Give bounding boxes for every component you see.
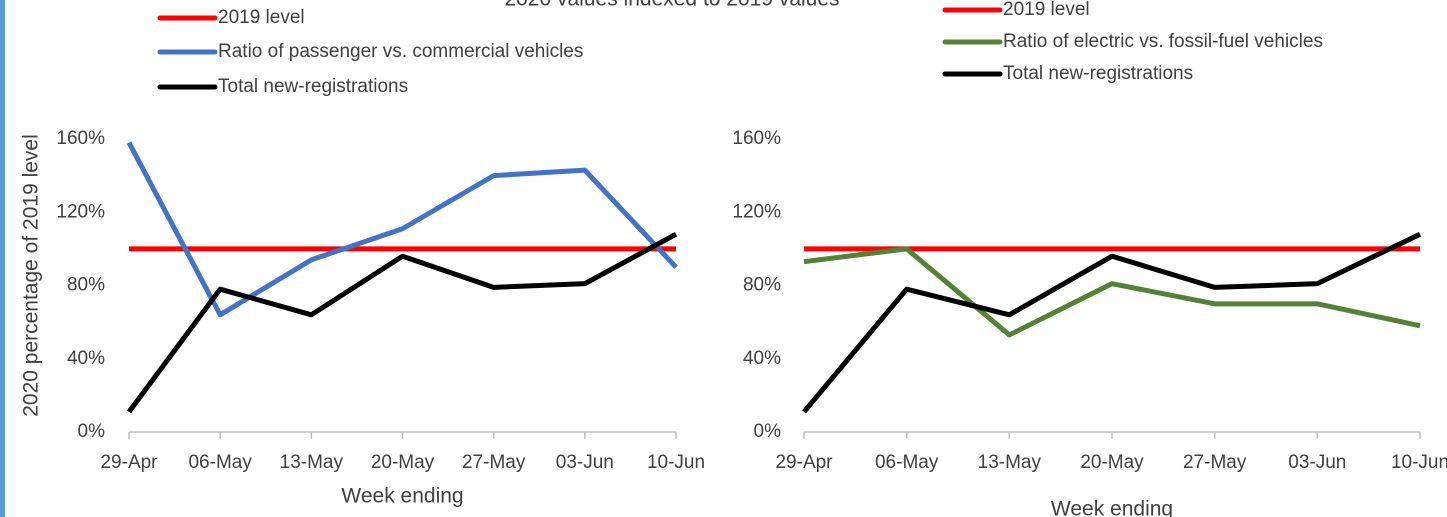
series-line: [802, 231, 1422, 414]
legend-label: 2019 level: [218, 7, 305, 28]
y-axis-label: 2020 percentage of 2019 level: [20, 134, 43, 417]
y-tick-label: 120%: [56, 201, 105, 222]
x-axis-label: Week ending: [1051, 498, 1173, 517]
y-tick-label: 40%: [67, 348, 105, 369]
y-tick-label: 160%: [56, 128, 105, 149]
series-line: [126, 232, 678, 414]
chart-title: 2020 values indexed to 2019 values: [504, 0, 839, 11]
x-tick-label: 27-May: [1183, 452, 1247, 473]
x-tick-label: 03-Jun: [556, 452, 614, 473]
legend-label: Total new-registrations: [218, 76, 408, 97]
y-tick-label: 120%: [732, 201, 781, 222]
y-tick-label: 80%: [67, 275, 105, 296]
legend-label: 2019 level: [1003, 0, 1090, 20]
x-tick-label: 20-May: [1080, 452, 1144, 473]
x-tick-label: 06-May: [875, 452, 939, 473]
x-tick-label: 10-Jun: [647, 452, 705, 473]
x-axis-label: Week ending: [341, 485, 463, 508]
legend-label: Ratio of electric vs. fossil-fuel vehicl…: [1003, 31, 1323, 52]
y-tick-label: 80%: [743, 275, 781, 296]
y-tick-label: 40%: [743, 348, 781, 369]
y-tick-label: 160%: [732, 128, 781, 149]
y-tick-label: 0%: [78, 421, 106, 442]
legend-label: Ratio of passenger vs. commercial vehicl…: [218, 41, 583, 62]
x-tick-label: 03-Jun: [1288, 452, 1346, 473]
x-tick-label: 29-Apr: [775, 452, 833, 473]
x-tick-label: 27-May: [462, 452, 526, 473]
x-tick-label: 29-Apr: [100, 452, 158, 473]
x-tick-label: 13-May: [280, 452, 344, 473]
x-tick-label: 20-May: [371, 452, 435, 473]
y-tick-label: 0%: [754, 421, 782, 442]
x-tick-label: 10-Jun: [1391, 452, 1447, 473]
series-line: [126, 141, 678, 318]
series-line: [803, 246, 1421, 338]
left-border: [0, 0, 5, 517]
x-tick-label: 13-May: [978, 452, 1042, 473]
x-tick-label: 06-May: [188, 452, 252, 473]
legend-label: Total new-registrations: [1003, 63, 1193, 84]
